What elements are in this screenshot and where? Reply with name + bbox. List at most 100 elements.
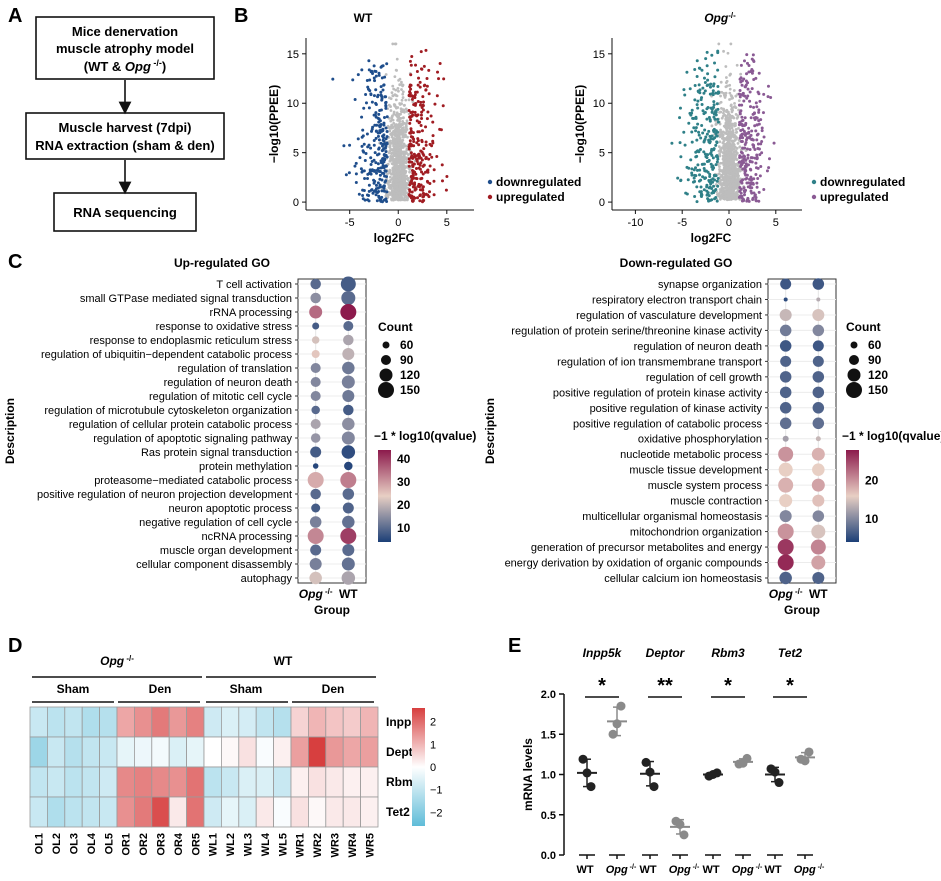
ns-point [402, 188, 405, 191]
term-label: regulation of neuron death [634, 341, 762, 353]
up-point [427, 157, 431, 161]
down-point [709, 137, 713, 141]
down-point [714, 109, 718, 113]
ns-point [388, 175, 392, 179]
opg-dot [779, 308, 792, 321]
ns-point [728, 73, 732, 77]
down-point [699, 136, 703, 140]
down-point [384, 106, 388, 110]
up-point [410, 160, 414, 164]
ns-point [731, 140, 735, 144]
ns-point [733, 101, 736, 105]
down-point [364, 101, 368, 105]
down-point [715, 160, 719, 164]
down-point [377, 120, 381, 124]
heatmap-cell [307, 706, 327, 738]
down-point [381, 64, 385, 68]
term-label: Ras protein signal transduction [141, 447, 292, 459]
term-label: regulation of mitotic cell cycle [149, 391, 292, 403]
opg-dot [307, 472, 324, 488]
ns-point [402, 162, 405, 165]
heatmap-cell [360, 706, 379, 738]
up-point [418, 185, 422, 189]
down-point [706, 197, 710, 201]
up-point [740, 103, 744, 107]
down-point [353, 98, 357, 102]
ns-point [398, 103, 402, 106]
count-legend-label: 120 [400, 368, 420, 382]
down-point [683, 143, 687, 147]
ns-point [729, 183, 732, 187]
term-label: oxidative phosphorylation [638, 434, 762, 446]
up-point [419, 156, 423, 160]
x-tick-label: 0 [395, 217, 401, 229]
wt-dot [812, 417, 825, 430]
ns-point [724, 194, 728, 198]
heatmap-cell [47, 796, 66, 828]
down-point [382, 83, 386, 87]
flow-box-2-line1: Muscle harvest (7dpi) [59, 120, 192, 135]
term-label: regulation of vasculature development [576, 310, 762, 322]
up-point [740, 179, 744, 183]
ns-point [719, 80, 723, 84]
wt-dot [341, 557, 355, 571]
opg-point [800, 756, 810, 766]
down-point [687, 121, 691, 125]
up-point [754, 198, 758, 202]
ns-point [406, 153, 410, 156]
ns-point [398, 122, 401, 126]
ns-point [728, 98, 731, 101]
up-point [769, 95, 773, 99]
column-label: WR2 [312, 833, 324, 857]
up-point [755, 153, 759, 157]
ns-point [387, 103, 391, 107]
column-label: OR4 [173, 832, 185, 856]
up-point [428, 142, 432, 146]
ns-point [404, 160, 408, 164]
up-point [738, 122, 742, 126]
down-point [690, 167, 694, 171]
wt-point [649, 782, 659, 792]
up-point [755, 181, 759, 185]
heatmap-cell [342, 766, 362, 798]
panel-e-letter: E [508, 635, 521, 657]
down-point [384, 95, 388, 99]
ns-point [390, 158, 394, 162]
down-point [374, 74, 378, 78]
down-point [384, 126, 388, 130]
heatmap-cell [168, 766, 187, 798]
opg-dot [310, 292, 321, 304]
down-point [698, 148, 702, 152]
heatmap-legend-label: −1 [430, 785, 443, 797]
opg-dot [780, 355, 792, 367]
down-point [362, 150, 366, 154]
ns-point [719, 94, 722, 98]
down-point [682, 130, 686, 134]
heatmap-cell [99, 766, 118, 798]
up-point [420, 117, 424, 121]
opg-dot [311, 336, 320, 344]
down-point [363, 198, 367, 202]
ns-point [736, 169, 740, 173]
down-point [705, 50, 709, 54]
wt-dot [812, 463, 825, 476]
ns-point [722, 108, 726, 112]
down-point [365, 78, 369, 82]
down-point [379, 108, 383, 112]
down-point [693, 84, 697, 88]
down-point [372, 181, 376, 185]
down-point [374, 183, 378, 187]
ns-point [390, 126, 394, 130]
up-point [409, 87, 413, 91]
ns-point [395, 178, 399, 182]
up-point [422, 153, 426, 157]
wt-dot [811, 447, 825, 461]
column-label: OR2 [138, 833, 150, 856]
legend-label: upregulated [496, 190, 565, 204]
down-point [367, 106, 371, 110]
down-point [356, 73, 360, 77]
up-point [421, 95, 425, 99]
ns-point [726, 178, 730, 182]
down-point [690, 108, 694, 112]
